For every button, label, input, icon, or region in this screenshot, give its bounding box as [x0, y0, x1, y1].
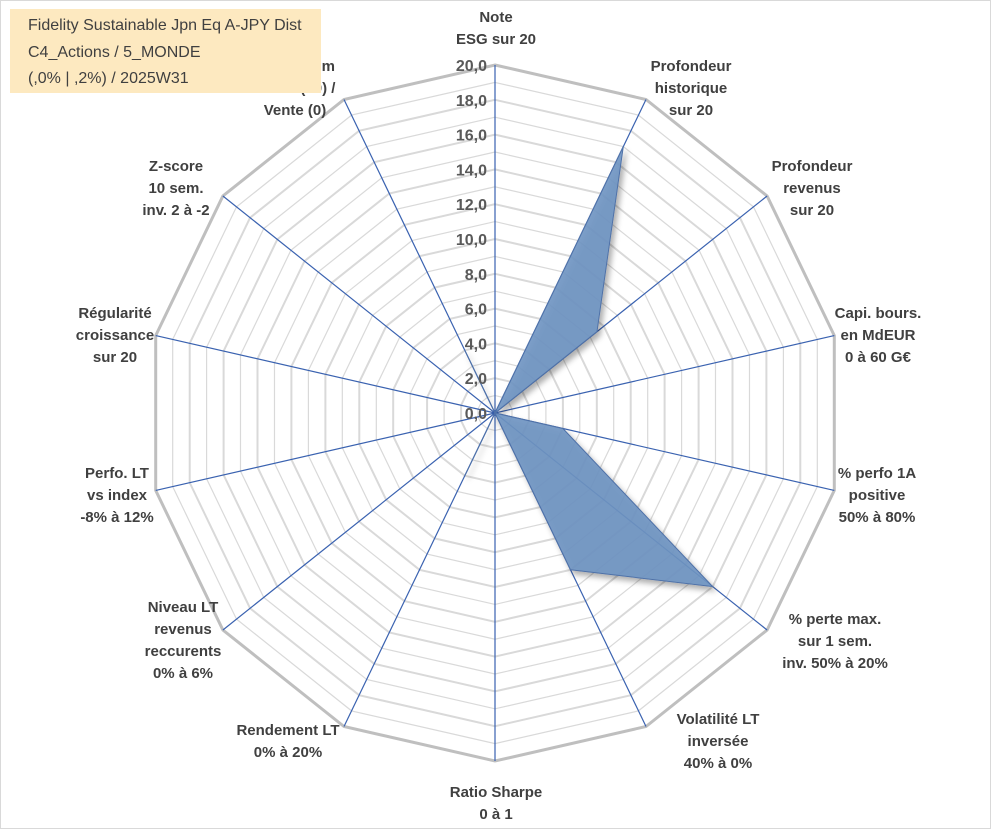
- axis-label: Profondeur historique sur 20: [651, 58, 732, 119]
- tick-label: 6,0: [465, 302, 487, 319]
- axis-label: Z-score 10 sem. inv. 2 à -2: [142, 158, 209, 219]
- axis-label-line: historique: [655, 80, 728, 97]
- axis-label-line: Perfo. LT: [85, 465, 149, 482]
- axis-label: Niveau LT revenus reccurents 0% à 6%: [145, 599, 222, 682]
- radar-spoke: [155, 335, 496, 414]
- axis-label: Capi. bours. en MdEUR 0 à 60 G€: [835, 305, 922, 366]
- axis-label-line: 0% à 20%: [254, 744, 322, 761]
- tick-label: 20,0: [456, 58, 487, 75]
- chart-title-line-2: C4_Actions / 5_MONDE: [28, 44, 201, 61]
- radar-spoke: [155, 412, 496, 491]
- series-area-0: [464, 146, 715, 588]
- radar-series: [464, 146, 715, 588]
- axis-label-line: 0 à 60 G€: [845, 349, 912, 366]
- axis-label-line: inv. 2 à -2: [142, 202, 209, 219]
- tick-label: 10,0: [456, 232, 487, 249]
- axis-label-line: ESG sur 20: [456, 31, 536, 48]
- axis-label: Perfo. LT vs index -8% à 12%: [80, 465, 153, 526]
- axis-labels: Note ESG sur 20 Profondeur historique sur 20…: [76, 9, 922, 823]
- axis-label: Volatilité LT inversée 40% à 0%: [677, 711, 760, 772]
- axis-label-line: 50% à 80%: [839, 509, 916, 526]
- tick-label: 2,0: [465, 371, 487, 388]
- tick-label: 14,0: [456, 162, 487, 179]
- axis-label-line: % perte max.: [789, 611, 882, 628]
- tick-label: 0,0: [465, 406, 487, 423]
- axis-label-line: Volatilité LT: [677, 711, 760, 728]
- tick-label: 18,0: [456, 93, 487, 110]
- axis-label-line: inversée: [688, 733, 749, 750]
- axis-label-line: Vente (0): [264, 102, 327, 119]
- axis-label-line: Profondeur: [651, 58, 732, 75]
- axis-label-line: Z-score: [149, 158, 203, 175]
- axis-label-line: Régularité: [78, 305, 151, 322]
- tick-label: 12,0: [456, 197, 487, 214]
- axis-label-line: 40% à 0%: [684, 755, 752, 772]
- axis-label-line: vs index: [87, 487, 148, 504]
- tick-label: 8,0: [465, 267, 487, 284]
- axis-label-line: Niveau LT: [148, 599, 219, 616]
- radar-spoke: [222, 412, 496, 631]
- axis-label: Note ESG sur 20: [456, 9, 536, 48]
- axis-label-line: Capi. bours.: [835, 305, 922, 322]
- axis-label-line: Profondeur: [772, 158, 853, 175]
- axis-label-line: sur 1 sem.: [798, 633, 872, 650]
- chart-title-box: Fidelity Sustainable Jpn Eq A-JPY Dist C…: [10, 9, 321, 93]
- axis-label-line: Note: [479, 9, 512, 26]
- axis-label-line: en MdEUR: [841, 327, 916, 344]
- chart-title-line-3: (,0% | ,2%) / 2025W31: [28, 70, 189, 87]
- axis-label-line: 10 sem.: [148, 180, 203, 197]
- axis-label-line: Ratio Sharpe: [450, 784, 543, 801]
- axis-label-line: Rendement LT: [236, 722, 339, 739]
- axis-label-line: revenus: [783, 180, 841, 197]
- axis-label-line: % perfo 1A: [838, 465, 917, 482]
- radial-tick-labels: 0,0 2,0 4,0 6,0 8,0 10,0 12,0 14,0 16,0 18,0 20,0: [456, 58, 487, 423]
- axis-label: % perfo 1A positive 50% à 80%: [838, 465, 917, 526]
- radar-spoke: [222, 195, 496, 414]
- axis-label: Profondeur revenus sur 20: [772, 158, 853, 219]
- axis-label-line: reccurents: [145, 643, 222, 660]
- axis-label: Rendement LT 0% à 20%: [236, 722, 339, 761]
- chart-title-line-1: Fidelity Sustainable Jpn Eq A-JPY Dist: [28, 17, 302, 34]
- axis-label-line: sur 20: [669, 102, 713, 119]
- axis-label-line: croissance: [76, 327, 154, 344]
- axis-label-line: sur 20: [790, 202, 834, 219]
- axis-label: Ratio Sharpe 0 à 1: [450, 784, 543, 823]
- axis-label-line: positive: [849, 487, 906, 504]
- tick-label: 16,0: [456, 128, 487, 145]
- axis-label: Régularité croissance sur 20: [76, 305, 154, 366]
- axis-label-line: 0% à 6%: [153, 665, 213, 682]
- axis-label-line: -8% à 12%: [80, 509, 153, 526]
- radar-spoke: [494, 335, 835, 414]
- axis-label-line: sur 20: [93, 349, 137, 366]
- axis-label: % perte max. sur 1 sem. inv. 50% à 20%: [782, 611, 888, 672]
- axis-label-line: inv. 50% à 20%: [782, 655, 888, 672]
- axis-label-line: 0 à 1: [479, 806, 512, 823]
- tick-label: 4,0: [465, 336, 487, 353]
- axis-label-line: revenus: [154, 621, 212, 638]
